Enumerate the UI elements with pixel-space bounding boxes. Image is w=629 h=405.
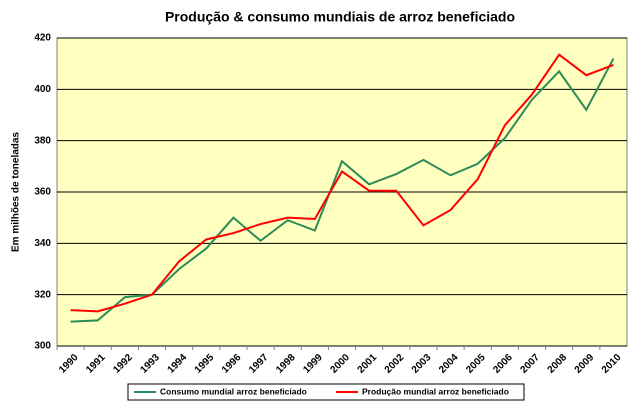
x-tick-label: 1993 bbox=[138, 352, 162, 376]
x-tick-label: 2006 bbox=[491, 352, 515, 376]
y-tick-label: 380 bbox=[34, 135, 51, 146]
x-tick-label: 1998 bbox=[274, 352, 298, 376]
x-tick-label: 2007 bbox=[518, 352, 542, 376]
y-axis-label: Em milhões de toneladas bbox=[11, 132, 22, 252]
x-tick-label: 1990 bbox=[57, 352, 81, 376]
y-tick-label: 300 bbox=[34, 341, 51, 352]
x-tick-label: 2010 bbox=[600, 352, 624, 376]
x-tick-label: 1991 bbox=[84, 352, 108, 376]
legend-label: Consumo mundial arroz beneficiado bbox=[160, 386, 307, 396]
x-tick-label: 1999 bbox=[301, 352, 325, 376]
x-tick-label: 1996 bbox=[220, 352, 244, 376]
y-tick-label: 360 bbox=[34, 187, 51, 198]
x-tick-label: 1997 bbox=[247, 352, 271, 376]
x-tick-label: 2005 bbox=[464, 352, 488, 376]
x-tick-label: 2009 bbox=[573, 352, 597, 376]
x-tick-label: 1995 bbox=[193, 352, 217, 376]
x-tick-label: 2000 bbox=[328, 352, 352, 376]
chart-title: Produção & consumo mundiais de arroz ben… bbox=[165, 9, 515, 25]
series-line bbox=[70, 58, 615, 323]
y-tick-label: 400 bbox=[34, 84, 51, 95]
x-tick-label: 2008 bbox=[546, 352, 570, 376]
y-tick-label: 320 bbox=[34, 289, 51, 300]
legend-box bbox=[127, 383, 525, 401]
y-tick-label: 340 bbox=[34, 238, 51, 249]
x-tick-label: 2001 bbox=[356, 352, 380, 376]
x-tick-label: 2002 bbox=[383, 352, 407, 376]
x-tick-label: 2003 bbox=[410, 352, 434, 376]
y-tick-label: 420 bbox=[34, 33, 51, 44]
x-tick-label: 1994 bbox=[166, 352, 190, 376]
series-line bbox=[70, 53, 614, 313]
x-tick-label: 1992 bbox=[111, 352, 135, 376]
legend-label: Produção mundial arroz beneficiado bbox=[362, 386, 509, 396]
x-tick-label: 2004 bbox=[437, 352, 461, 376]
